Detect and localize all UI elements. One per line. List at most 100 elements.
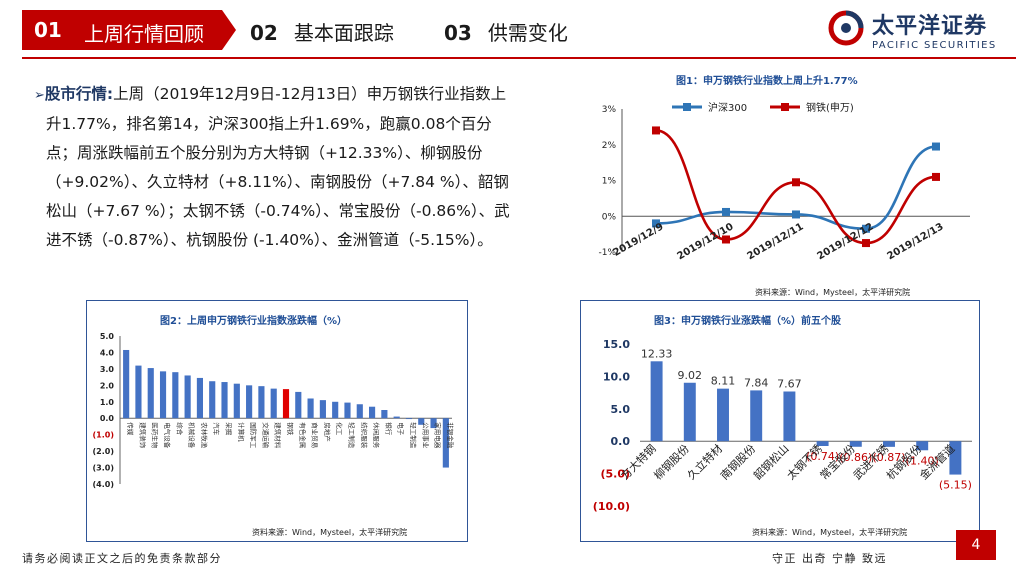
- chart2-y-tick-label: (3.0): [93, 464, 114, 473]
- chart2-x-tick-label: 轻工制造: [409, 422, 418, 449]
- chart2-bar: [369, 406, 376, 419]
- chart2-bar: [159, 371, 167, 419]
- tab-label: 上周行情回顾: [84, 22, 204, 46]
- summary-keyword: 股市行情:: [44, 85, 114, 103]
- chart1-x-tick-label: 2019/12/13: [885, 221, 945, 262]
- chart3-data-label: (0.74): [806, 450, 839, 463]
- chart1-y-tick-label: 0%: [602, 212, 617, 222]
- logo-cn: 太平洋证券: [872, 14, 988, 39]
- chart3-data-label: (1.40): [906, 454, 939, 467]
- chart2-x-tick-label: 农林牧渔: [200, 422, 209, 449]
- chart3-bar: [949, 441, 962, 475]
- chart2-x-tick-label: 银行: [384, 422, 393, 436]
- chart1-title: 图1：申万钢铁行业指数上周上升1.77%: [676, 76, 858, 87]
- logo-en: PACIFIC SECURITIES: [872, 40, 997, 51]
- chart1-point: [862, 239, 870, 248]
- chart3-data-label: (0.86): [839, 451, 872, 464]
- chart2-bar: [258, 386, 265, 419]
- chart1-legend-label: 钢铁(申万): [806, 101, 854, 114]
- chart2-bar: [405, 418, 413, 420]
- chart3-y-tick-label: 15.0: [603, 338, 630, 351]
- chart2-x-tick-label: 非银金融: [446, 422, 455, 449]
- chart2-bar: [147, 368, 154, 419]
- chart1-point: [862, 224, 870, 233]
- chart2-y-tick-label: 4.0: [100, 348, 115, 357]
- chart3-x-tick-label: 柳钢股份: [651, 441, 692, 482]
- chart2-x-tick-label: 采掘: [225, 422, 234, 436]
- chart3-source: 资料来源：Wind，Mysteel，太平洋研究院: [752, 528, 908, 537]
- chart2-x-tick-label: 钢铁: [286, 422, 295, 436]
- tab-market-review[interactable]: 01 上周行情回顾: [22, 10, 236, 50]
- chart3-x-tick-label: 南钢股份: [718, 442, 758, 482]
- chart2-x-tick-label: 休闲服务: [372, 422, 381, 449]
- chart2-y-tick-label: (2.0): [93, 447, 114, 456]
- chart2-bar: [307, 398, 314, 419]
- chart3-y-tick-label: 5.0: [611, 403, 631, 416]
- logo-icon: [828, 10, 864, 46]
- chart2-bar: [319, 400, 326, 419]
- chart2-y-tick-label: 0.0: [100, 414, 115, 423]
- chart2-x-tick-label: 医药生物: [151, 422, 160, 449]
- tab-supply-demand[interactable]: 03 供需变化: [444, 17, 568, 46]
- tab-number: 03: [444, 21, 472, 45]
- page-number: 4: [956, 530, 996, 560]
- chart1-x-tick-label: 2019/12/11: [745, 221, 805, 262]
- chart2-x-tick-label: 家用电器: [434, 422, 443, 449]
- chart2-bar: [270, 388, 277, 419]
- chart3-bar: [883, 441, 895, 447]
- company-logo: 太平洋证券 PACIFIC SECURITIES: [826, 6, 1022, 56]
- chart2-x-tick-label: 建筑装饰: [138, 422, 147, 449]
- company-motto: 守正 出奇 宁静 致远: [772, 552, 887, 565]
- chart3-frame: [580, 300, 980, 542]
- chart1-point: [652, 126, 660, 135]
- chart2-x-tick-label: 电气设备: [163, 422, 172, 449]
- chart2-x-tick-label: 传媒: [126, 422, 135, 436]
- chart2-x-tick-label: 电子: [397, 422, 406, 436]
- chart2-x-tick-label: 交通运输: [261, 422, 270, 449]
- chart3-x-tick-label: 韶钢松山: [751, 441, 792, 482]
- chart1-point: [792, 210, 800, 219]
- chart2-bar: [332, 401, 339, 419]
- chart2-bar: [381, 410, 388, 419]
- chart2-x-tick-label: 化工: [335, 422, 344, 436]
- chart3-y-tick-label: 0.0: [611, 435, 631, 448]
- chart2-title: 图2：上周申万钢铁行业指数涨跌幅（%）: [160, 316, 347, 327]
- chart3-data-label: 7.84: [744, 376, 769, 389]
- chart2-x-tick-label: 汽车: [212, 422, 221, 436]
- chart2-x-tick-label: 轻工制造: [347, 422, 356, 449]
- chart2-bar: [282, 389, 290, 419]
- chart3-bar: [816, 441, 829, 446]
- arrow-bullet-icon: ➢: [34, 88, 45, 103]
- chart1-y-tick-label: -1%: [598, 248, 616, 258]
- chart2-y-tick-label: 3.0: [100, 365, 115, 374]
- chart1-point: [932, 172, 940, 181]
- chart1-y-tick-label: 2%: [602, 141, 617, 151]
- chart2-source: 资料来源：Wind，Mysteel，太平洋研究院: [252, 528, 408, 537]
- chart2-bar: [184, 375, 191, 419]
- chart3-data-label: 8.11: [711, 375, 736, 388]
- chart2-y-tick-label: 1.0: [100, 398, 115, 407]
- chart2-bar: [196, 377, 203, 419]
- chart1-source: 资料来源：Wind，Mysteel，太平洋研究院: [755, 288, 911, 297]
- chart3-y-tick-label: (10.0): [593, 500, 630, 513]
- chart1-legend-marker: [683, 103, 691, 111]
- chart1-line: 3% 2% 1% 0% -1% 沪深300 钢铁(申万) 2019/12/9 2019/12/1…: [598, 101, 970, 262]
- chart1-y-tick-label: 3%: [602, 105, 617, 115]
- chart1-legend-marker: [781, 103, 789, 111]
- header-divider: [22, 57, 1016, 59]
- chart2-bar: [172, 372, 179, 419]
- chart2-bar: [442, 418, 449, 468]
- chart2-y-tick-label: 5.0: [100, 332, 115, 341]
- chart3-data-label: 7.67: [777, 377, 802, 390]
- tab-label: 供需变化: [487, 21, 568, 45]
- chart2-x-tick-label: 房地产: [323, 422, 332, 442]
- chart1-point: [652, 219, 660, 228]
- chart2-bar: [430, 418, 437, 429]
- tab-active-background: [22, 10, 236, 50]
- disclaimer-note: 请务必阅读正文之后的免责条款部分: [22, 552, 222, 565]
- chart2-y-tick-label: 2.0: [100, 381, 115, 390]
- chart2-x-tick-label: 国防军工: [249, 422, 258, 449]
- chart2-bar: 5.0 4.0 3.0 2.0 1.0 0.0 (1.0) (2.0) (3.0) (4.0) 传媒…: [93, 332, 455, 489]
- tab-fundamentals[interactable]: 02 基本面跟踪: [250, 17, 394, 46]
- chart1-point: [722, 235, 730, 244]
